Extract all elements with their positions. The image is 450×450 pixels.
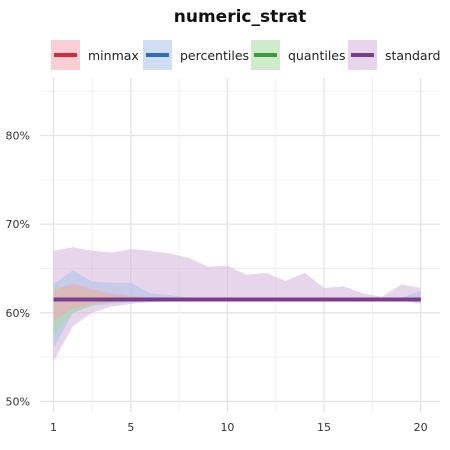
x-tick-label: 15: [317, 421, 331, 434]
grid: [40, 78, 440, 412]
confidence-bands: [53, 247, 421, 362]
standard-band: [53, 247, 421, 362]
x-tick-label: 10: [220, 421, 234, 434]
legend: minmax percentiles quantiles standard: [51, 40, 440, 70]
legend-label-standard: standard: [385, 48, 440, 63]
legend-label-quantiles: quantiles: [288, 48, 346, 63]
x-tick-label: 1: [50, 421, 57, 434]
y-tick-label: 50%: [6, 395, 30, 408]
axis-ticks: 50%60%70%80%1 5 10 15 20: [6, 130, 428, 434]
y-tick-label: 70%: [6, 218, 30, 231]
legend-label-minmax: minmax: [88, 48, 139, 63]
x-tick-label: 20: [414, 421, 428, 434]
y-tick-label: 80%: [6, 130, 30, 143]
chart-title: numeric_strat: [174, 7, 306, 27]
legend-label-percentiles: percentiles: [180, 48, 249, 63]
y-tick-label: 60%: [6, 307, 30, 320]
x-tick-label: 5: [127, 421, 134, 434]
